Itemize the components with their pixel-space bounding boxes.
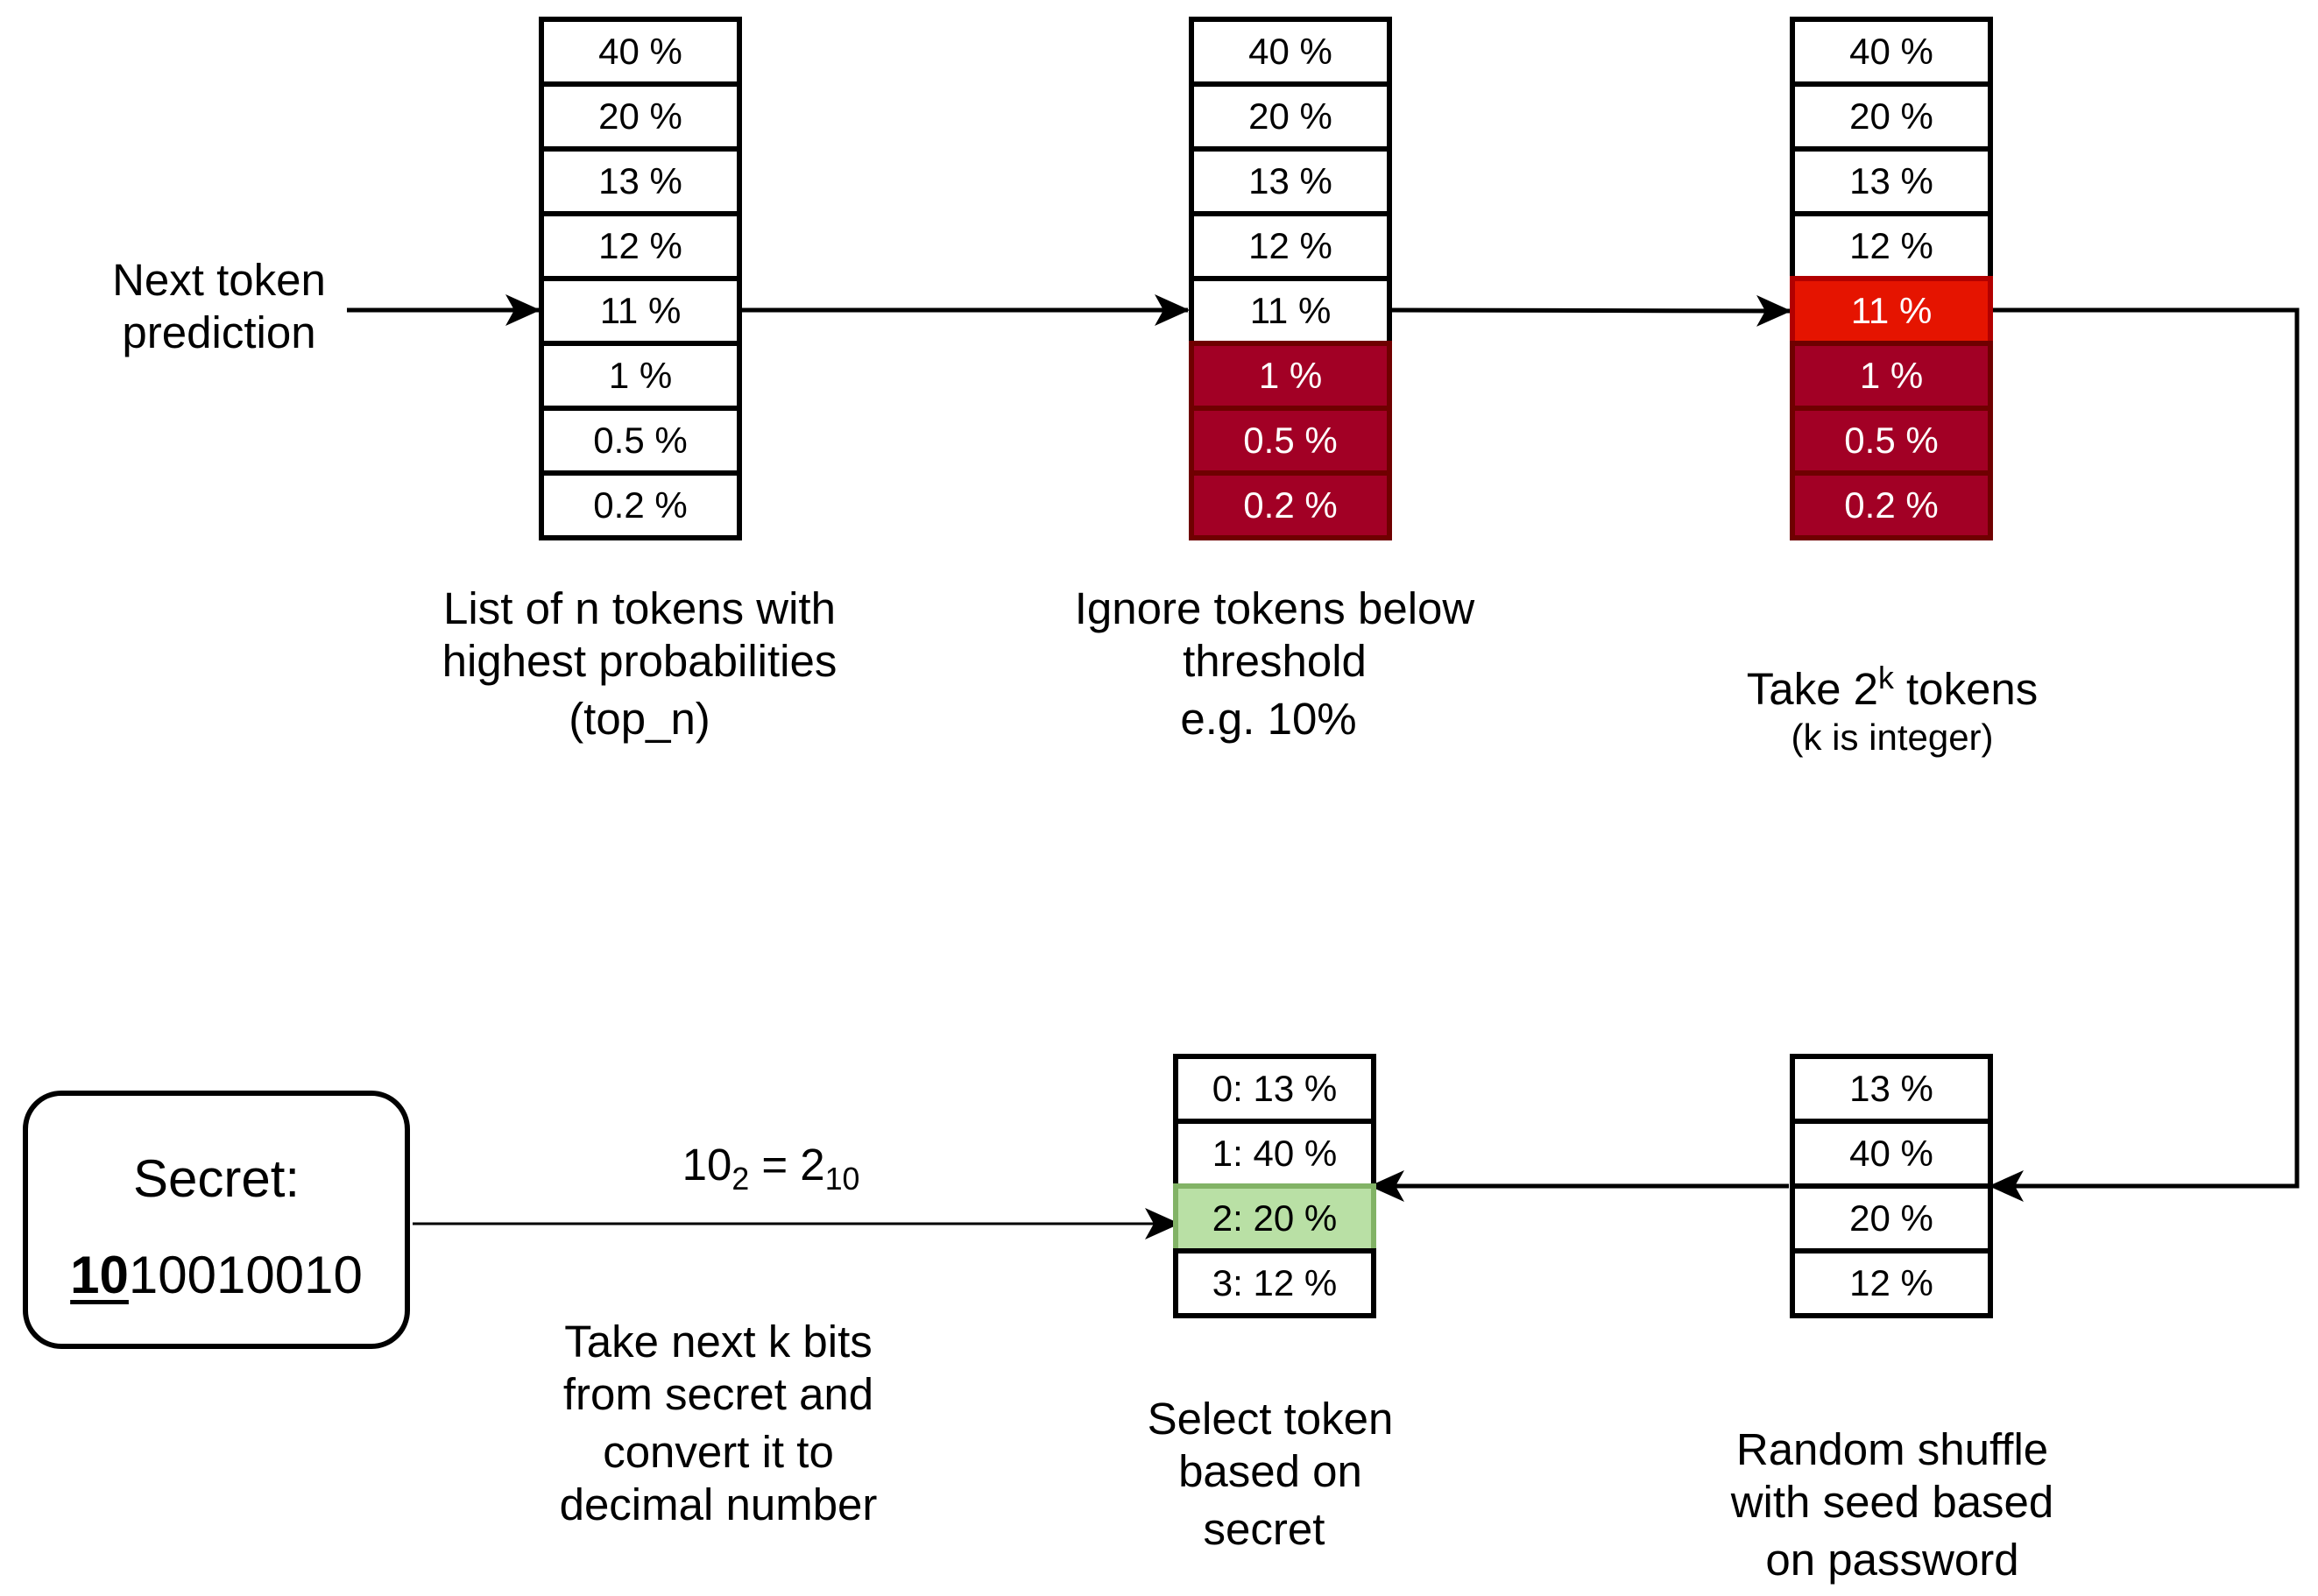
stage2-token-cell: 11 %: [1189, 276, 1392, 346]
stage2-caption-line-1: Ignore tokens below: [1074, 583, 1475, 633]
stage3-token-cell: 1 %: [1790, 341, 1993, 411]
conversion-equals: = 2: [749, 1140, 825, 1190]
stage1-token-cell: 40 %: [539, 17, 742, 87]
stage2-token-cell: 20 %: [1189, 81, 1392, 152]
stage5-token-cell: 0: 13 %: [1173, 1054, 1376, 1124]
stage3-caption: Take 2k tokens (k is integer): [1664, 652, 2120, 759]
stage1-token-cell: 12 %: [539, 211, 742, 281]
stage2-token-cell: 12 %: [1189, 211, 1392, 281]
input-label-line-1: Next token: [112, 255, 326, 305]
stage3-caption-main-text: Take 2: [1746, 664, 1878, 714]
secret-bits-rest: 10010010: [128, 1246, 363, 1304]
arrow-stage3-to-stage4: [1989, 307, 2300, 1202]
stage5-caption-line-2: based on: [1178, 1446, 1362, 1496]
stage1-caption-line-2: highest probabilities: [442, 636, 837, 686]
stage4-caption-line-3: on password: [1765, 1535, 2019, 1585]
stage3-caption-tail: tokens: [1893, 664, 2039, 714]
stage5-token-cell: 2: 20 %: [1173, 1183, 1376, 1253]
conversion-formula-text: 102 = 210: [596, 1139, 946, 1205]
stage3-token-cell: 11 %: [1790, 276, 1993, 346]
stage3-caption-sup: k: [1877, 660, 1894, 696]
stage4-caption-line-1: Random shuffle: [1735, 1424, 2049, 1474]
stage3-token-cell: 13 %: [1790, 146, 1993, 216]
secret-box: Secret: 1010010010: [23, 1091, 410, 1349]
conversion-result-sub: 10: [824, 1162, 860, 1197]
stage2-token-cell: 0.5 %: [1189, 406, 1392, 476]
conversion-caption-line-2: from secret and: [562, 1369, 874, 1419]
secret-bits-highlight: 10: [70, 1246, 129, 1304]
stage2-caption-line-3: e.g. 10%: [1180, 694, 1357, 744]
stage2-caption-line-2: threshold: [1183, 636, 1367, 686]
secret-title: Secret:: [132, 1149, 300, 1208]
stage4-token-cell: 20 %: [1790, 1183, 1993, 1253]
secret-bits: 1010010010: [28, 1245, 405, 1305]
stage5-caption-line-1: Select token: [1147, 1394, 1394, 1444]
conversion-caption-line-3: convert it to: [603, 1427, 834, 1477]
stage3-caption-main: Take 2k tokens: [1664, 652, 2120, 716]
stage5-caption: Select token based on secret: [1051, 1393, 1489, 1556]
stage1-token-cell: 11 %: [539, 276, 742, 346]
stage3-token-cell: 40 %: [1790, 17, 1993, 87]
stage3-token-cell: 12 %: [1790, 211, 1993, 281]
conversion-caption-line-1: Take next k bits: [564, 1317, 873, 1366]
stage1-caption-line-3: (top_n): [569, 694, 710, 744]
conversion-base-sub: 2: [731, 1162, 750, 1197]
input-label-line-2: prediction: [122, 307, 316, 357]
arrow-stage2-to-stage3: [1389, 294, 1792, 327]
stage4-token-cell: 40 %: [1790, 1119, 1993, 1189]
stage3-token-cell: 20 %: [1790, 81, 1993, 152]
stage1-token-cell: 0.5 %: [539, 406, 742, 476]
stage2-token-cell: 40 %: [1189, 17, 1392, 87]
stage2-token-cell: 1 %: [1189, 341, 1392, 411]
stage4-token-cell: 12 %: [1790, 1248, 1993, 1318]
stage4-caption-line-2: with seed based: [1730, 1477, 2054, 1527]
stage1-token-cell: 1 %: [539, 341, 742, 411]
conversion-formula: 102 = 210: [596, 1139, 946, 1205]
stage3-token-cell: 0.2 %: [1790, 470, 1993, 540]
stage2-caption: Ignore tokens below threshold e.g. 10%: [1034, 583, 1516, 745]
conversion-caption-line-4: decimal number: [559, 1479, 878, 1529]
stage5-token-cell: 3: 12 %: [1173, 1248, 1376, 1318]
stage4-token-cell: 13 %: [1790, 1054, 1993, 1124]
stage2-token-cell: 13 %: [1189, 146, 1392, 216]
stage1-token-cell: 20 %: [539, 81, 742, 152]
stage1-token-cell: 13 %: [539, 146, 742, 216]
input-label: Next token prediction: [88, 254, 350, 359]
stage3-caption-sub: (k is integer): [1791, 717, 1994, 758]
stage3-token-cell: 0.5 %: [1790, 406, 1993, 476]
stage5-token-cell: 1: 40 %: [1173, 1119, 1376, 1189]
stage1-caption: List of n tokens with highest probabilit…: [385, 583, 894, 745]
conversion-base: 10: [682, 1140, 732, 1190]
stage2-token-cell: 0.2 %: [1189, 470, 1392, 540]
conversion-caption: Take next k bits from secret and convert…: [508, 1316, 929, 1531]
stage5-caption-line-3: secret: [1203, 1504, 1325, 1554]
stage1-caption-line-1: List of n tokens with: [443, 583, 836, 633]
stage4-caption: Random shuffle with seed based on passwo…: [1664, 1423, 2120, 1586]
stage1-token-cell: 0.2 %: [539, 470, 742, 540]
